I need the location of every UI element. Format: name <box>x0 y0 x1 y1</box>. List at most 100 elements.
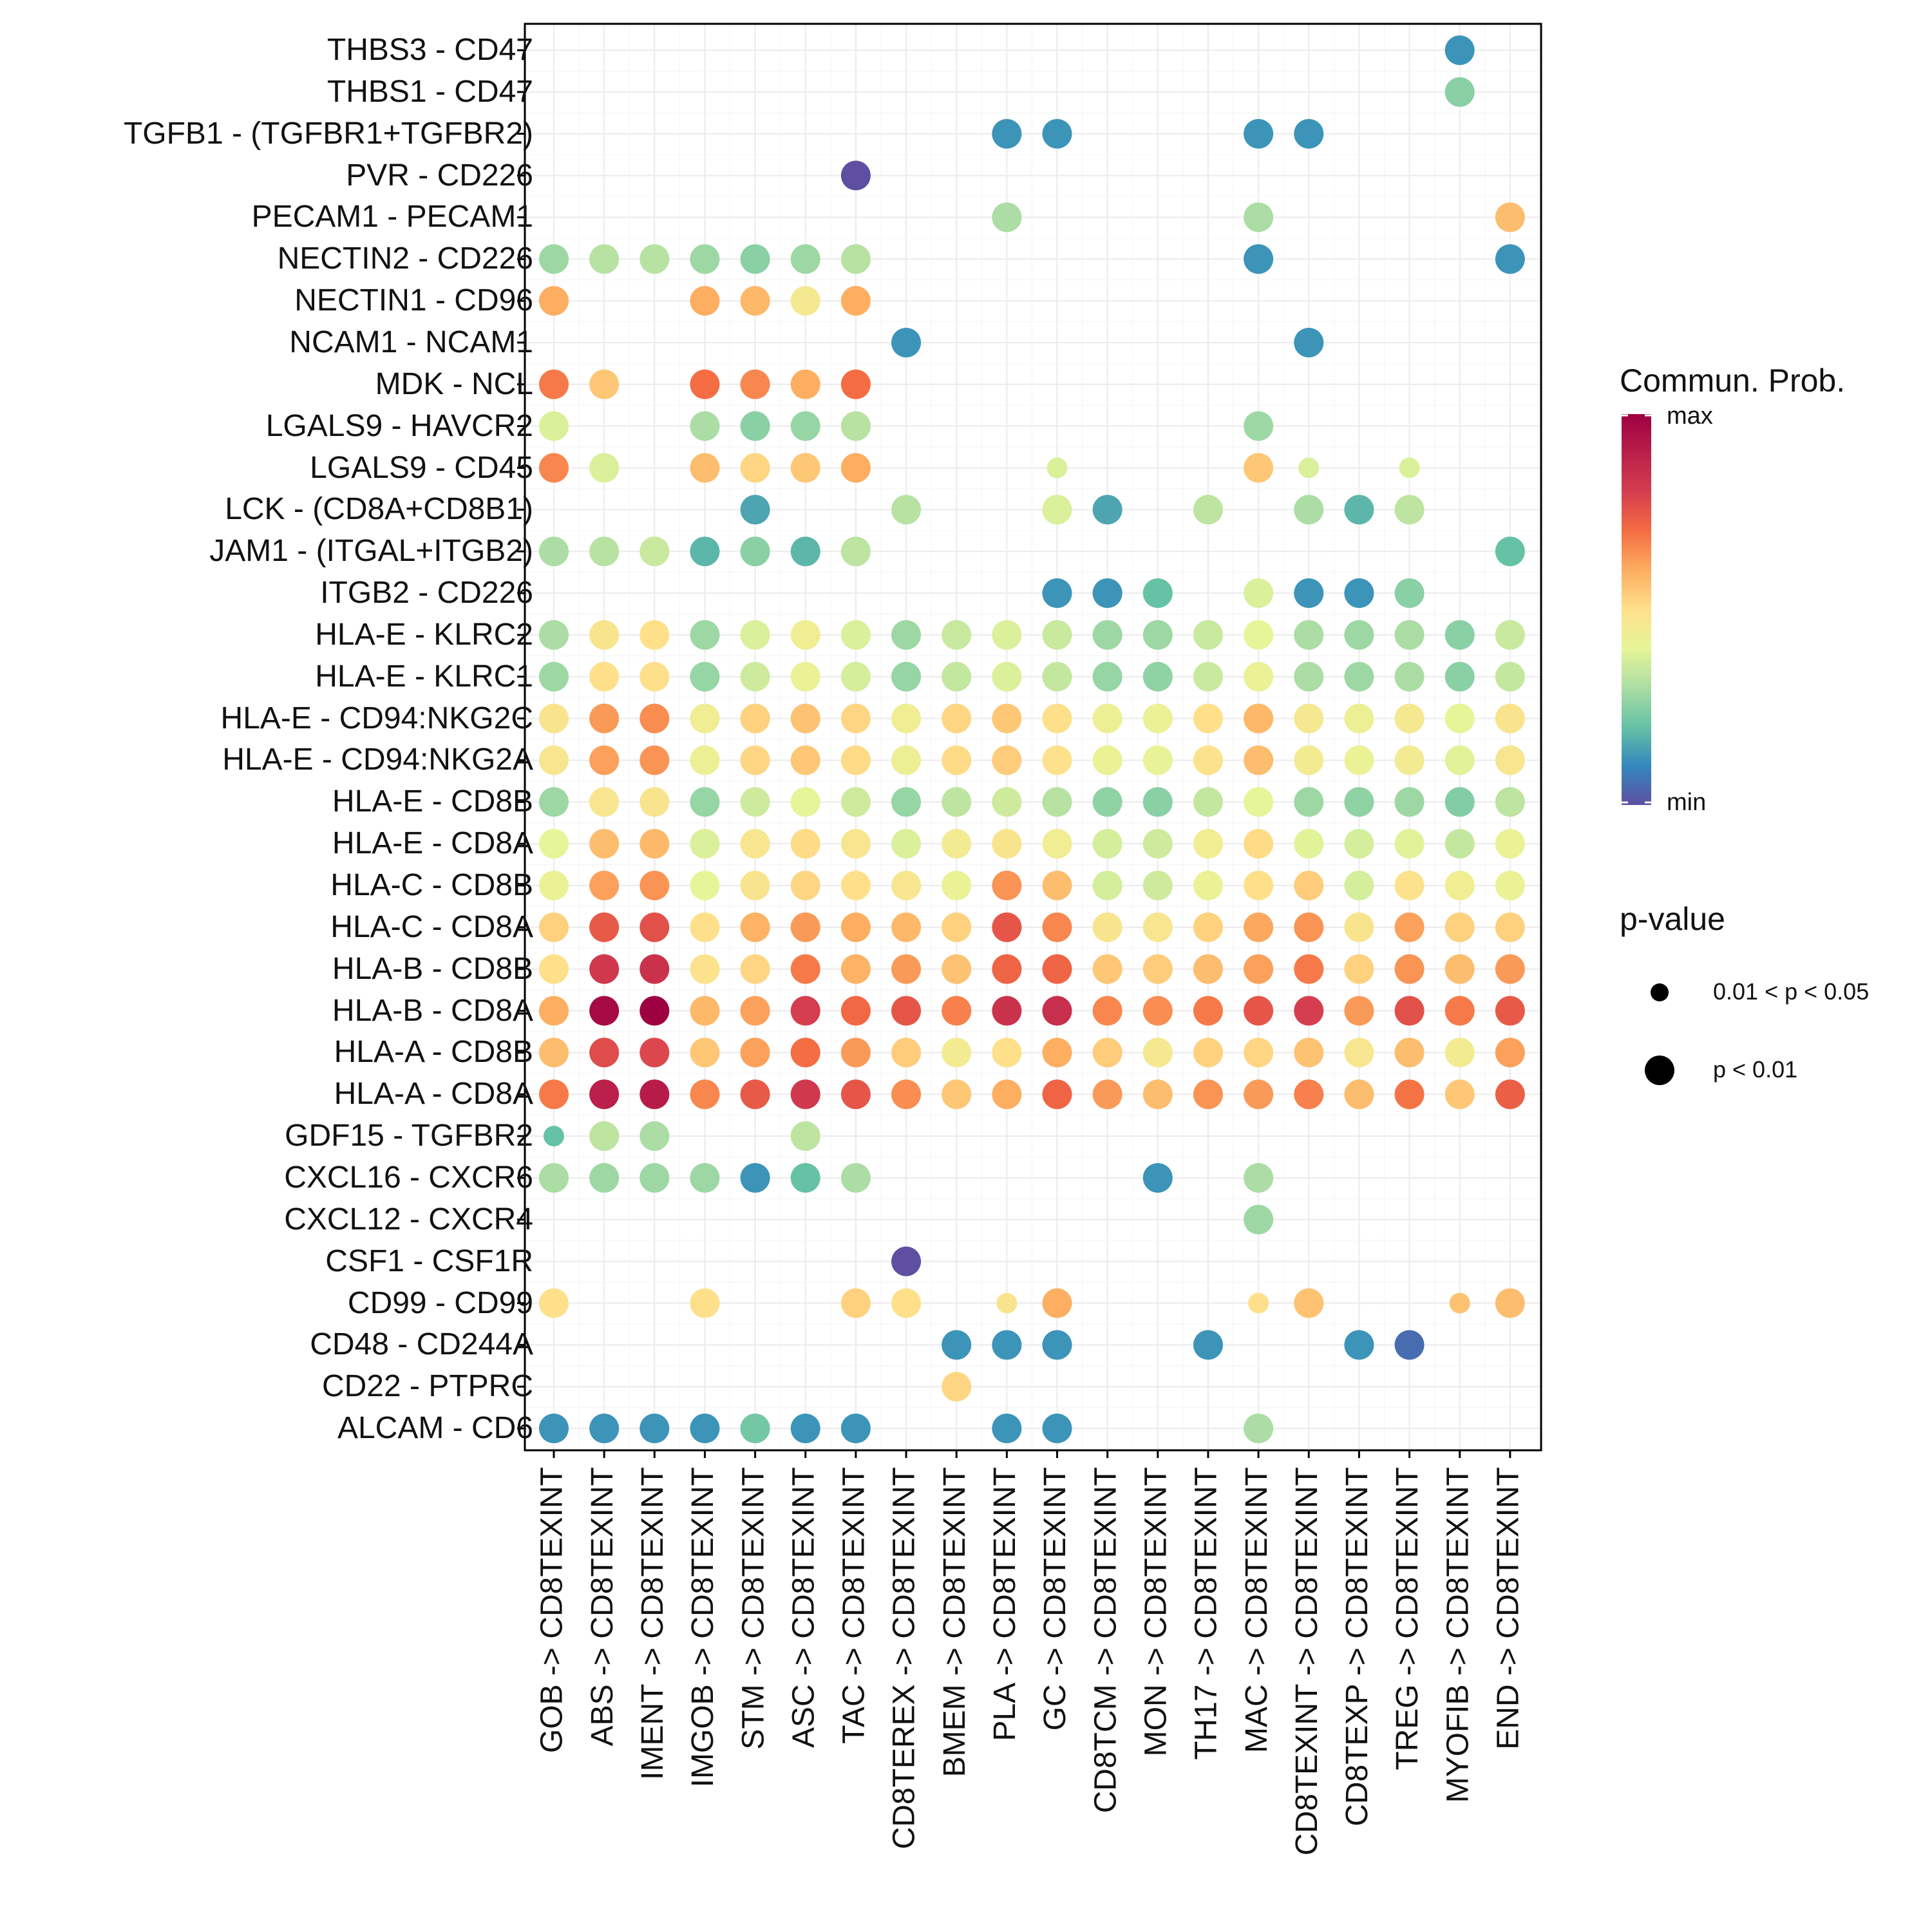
dot <box>690 286 720 316</box>
dot <box>1042 996 1072 1026</box>
dot <box>1244 1414 1274 1444</box>
dot <box>740 661 770 692</box>
dot <box>690 954 720 984</box>
dot <box>790 536 820 567</box>
dot <box>1042 1288 1072 1318</box>
dot <box>891 1246 922 1276</box>
dot <box>1294 703 1324 734</box>
legend-color-max: max <box>1667 402 1713 430</box>
dot <box>891 1079 922 1110</box>
legend-size-label-large: p < 0.01 <box>1713 1056 1798 1083</box>
dot <box>1042 1330 1072 1360</box>
dot <box>589 369 620 399</box>
dot <box>840 244 871 274</box>
dot <box>790 620 820 650</box>
dot <box>690 1079 720 1110</box>
dot <box>1193 1079 1223 1110</box>
dot <box>1344 1330 1374 1360</box>
dot <box>1042 871 1072 900</box>
dot <box>690 661 720 692</box>
dot <box>639 829 670 859</box>
dot <box>1092 1079 1122 1110</box>
dot <box>1042 787 1072 817</box>
dot <box>1142 829 1173 859</box>
dot <box>740 411 770 441</box>
dot <box>639 1414 670 1444</box>
dot <box>1092 871 1122 900</box>
dot <box>639 620 670 650</box>
dot <box>1495 244 1525 274</box>
dot <box>1042 118 1072 149</box>
dot <box>942 829 972 859</box>
dot <box>1193 661 1223 692</box>
dot <box>1248 1293 1269 1314</box>
dot <box>996 1293 1018 1314</box>
dot <box>589 661 620 692</box>
dot <box>1495 536 1525 567</box>
dot <box>1244 1037 1274 1068</box>
dot <box>891 1288 922 1318</box>
dot <box>1444 954 1475 984</box>
dot <box>1046 457 1068 478</box>
dot <box>992 1079 1022 1110</box>
dot <box>589 871 620 900</box>
dot <box>1142 871 1173 900</box>
dot <box>1344 1037 1374 1068</box>
dot <box>840 871 871 900</box>
dot <box>1444 829 1475 859</box>
dot <box>589 1121 620 1151</box>
dot <box>790 745 820 775</box>
dot <box>1495 1037 1525 1068</box>
dot <box>544 1126 564 1147</box>
dot <box>1294 1079 1324 1110</box>
plot-panel-border <box>524 23 1542 1452</box>
x-tick-label: TAC -> CD8TEXINT <box>837 1467 871 1744</box>
dot <box>1244 912 1274 942</box>
dot <box>639 954 670 984</box>
dot <box>1394 829 1425 859</box>
dot <box>589 1079 620 1110</box>
dot <box>539 1162 569 1193</box>
y-tick-label: TGFB1 - (TGFBR1+TGFBR2) <box>123 116 533 151</box>
dot <box>1244 244 1274 274</box>
dot <box>942 996 972 1026</box>
dot <box>840 954 871 984</box>
dot <box>1142 578 1173 609</box>
y-tick-label: THBS3 - CD47 <box>327 33 533 67</box>
dot <box>1495 871 1525 900</box>
dot <box>1495 620 1525 650</box>
dot <box>942 620 972 650</box>
dot <box>1142 620 1173 650</box>
dot <box>690 369 720 399</box>
dot <box>840 787 871 817</box>
y-tick-label: MDK - NCL <box>375 366 533 401</box>
dot <box>690 1288 720 1318</box>
dot <box>589 829 620 859</box>
dot <box>1244 996 1274 1026</box>
dot <box>891 871 922 900</box>
dot <box>790 1079 820 1110</box>
dot <box>1042 1414 1072 1444</box>
dot <box>1294 912 1324 942</box>
y-tick-label: PECAM1 - PECAM1 <box>251 200 533 234</box>
y-tick-label: ALCAM - CD6 <box>337 1411 533 1446</box>
dot <box>740 453 770 483</box>
dot <box>1092 787 1122 817</box>
y-tick-label: HLA-E - CD8A <box>332 826 533 861</box>
dot <box>690 411 720 441</box>
y-tick-label: HLA-A - CD8B <box>334 1035 533 1070</box>
dot <box>1294 495 1324 525</box>
dot <box>740 1414 770 1444</box>
dot <box>1142 787 1173 817</box>
dot <box>639 1037 670 1068</box>
dot <box>790 1037 820 1068</box>
size-legend-small-dot <box>1651 983 1669 1001</box>
dot <box>1092 703 1122 734</box>
dot <box>1042 661 1072 692</box>
dot <box>1344 912 1374 942</box>
dot <box>891 912 922 942</box>
dot <box>1449 1293 1470 1314</box>
dot <box>740 745 770 775</box>
dot <box>1444 35 1475 65</box>
size-legend-large-dot <box>1645 1056 1674 1085</box>
